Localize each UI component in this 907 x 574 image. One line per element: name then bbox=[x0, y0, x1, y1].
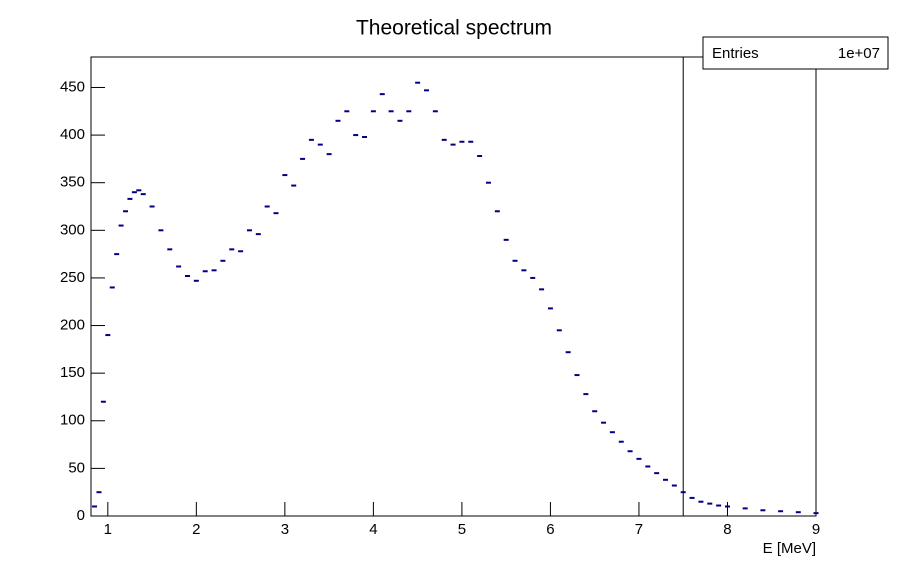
y-tick-label: 200 bbox=[60, 317, 85, 334]
stats-label: Entries bbox=[712, 45, 759, 62]
y-tick-label: 250 bbox=[60, 269, 85, 286]
x-tick-label: 7 bbox=[635, 521, 643, 538]
y-tick-label: 300 bbox=[60, 221, 85, 238]
x-tick-label: 5 bbox=[458, 521, 466, 538]
y-tick-label: 400 bbox=[60, 126, 85, 143]
x-tick-label: 1 bbox=[104, 521, 112, 538]
y-tick-label: 150 bbox=[60, 364, 85, 381]
x-tick-label: 3 bbox=[281, 521, 289, 538]
y-tick-label: 350 bbox=[60, 174, 85, 191]
x-tick-label: 4 bbox=[369, 521, 377, 538]
y-tick-label: 100 bbox=[60, 412, 85, 429]
plot-frame bbox=[90, 56, 817, 517]
x-tick-label: 6 bbox=[546, 521, 554, 538]
x-axis-label: E [MeV] bbox=[763, 540, 816, 557]
chart-title: Theoretical spectrum bbox=[356, 17, 552, 40]
y-tick-label: 50 bbox=[68, 459, 85, 476]
stats-box bbox=[702, 36, 889, 70]
x-tick-label: 8 bbox=[723, 521, 731, 538]
x-tick-label: 2 bbox=[192, 521, 200, 538]
x-tick-label: 9 bbox=[812, 521, 820, 538]
stats-value: 1e+07 bbox=[838, 45, 880, 62]
y-tick-label: 0 bbox=[77, 507, 85, 524]
y-tick-label: 450 bbox=[60, 78, 85, 95]
